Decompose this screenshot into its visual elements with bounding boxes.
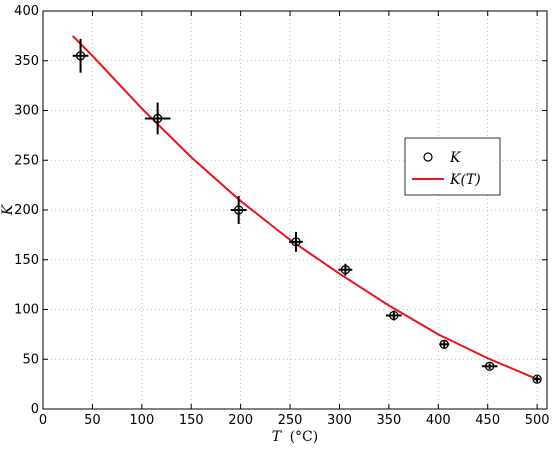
point-marker — [532, 374, 542, 384]
x-tick-label: 450 — [475, 413, 500, 428]
legend-label-kt: K(T) — [449, 172, 481, 188]
y-tick-label: 350 — [14, 54, 39, 69]
axis-ticks: 0 50 100 150 200 250 300 350 400 450 500 0 50 100 150 2… — [14, 4, 549, 428]
x-tick-label: 100 — [129, 413, 154, 428]
y-tick-label: 50 — [22, 352, 39, 367]
data-point — [144, 102, 171, 135]
point-marker — [75, 51, 86, 61]
x-tick-label: 500 — [525, 413, 550, 428]
point-marker — [291, 237, 301, 247]
x-tick-label: 150 — [179, 413, 204, 428]
y-tick-label: 200 — [14, 203, 39, 218]
data-points-layer — [72, 38, 542, 384]
fit-curve-layer — [71, 35, 538, 381]
legend-box — [404, 137, 501, 196]
point-marker — [152, 113, 163, 124]
y-axis-label: K — [0, 203, 16, 216]
x-axis-label: T (°C) — [272, 429, 318, 445]
point-marker — [485, 361, 495, 371]
y-tick-label: 0 — [31, 402, 39, 417]
x-tick-label: 200 — [228, 413, 253, 428]
data-point — [385, 310, 402, 321]
point-marker — [389, 310, 399, 321]
fit-curve — [71, 35, 538, 381]
data-point — [532, 374, 542, 384]
x-axis-label-var: T — [272, 429, 283, 445]
data-point — [289, 231, 303, 252]
data-point — [439, 339, 450, 349]
legend-marker-k — [423, 152, 433, 162]
x-axis-label-unit: (°C) — [290, 429, 319, 445]
x-tick-label: 350 — [376, 413, 401, 428]
data-point — [230, 196, 247, 224]
y-tick-label: 150 — [14, 253, 39, 268]
point-marker — [234, 205, 244, 215]
y-tick-label: 300 — [14, 104, 39, 119]
data-point — [481, 361, 498, 371]
legend-label-k: K — [449, 150, 462, 166]
point-marker — [439, 339, 449, 349]
y-tick-label: 250 — [14, 153, 39, 168]
x-tick-label: 400 — [426, 413, 451, 428]
data-point — [338, 263, 353, 276]
legend: K K(T) — [404, 137, 501, 196]
x-tick-label: 0 — [39, 413, 47, 428]
y-tick-label: 400 — [14, 4, 39, 19]
y-tick-label: 100 — [14, 303, 39, 318]
x-tick-label: 250 — [278, 413, 303, 428]
x-tick-label: 300 — [327, 413, 352, 428]
x-tick-label: 50 — [84, 413, 101, 428]
data-point — [72, 38, 89, 73]
grid — [43, 11, 547, 409]
point-marker — [340, 265, 351, 275]
